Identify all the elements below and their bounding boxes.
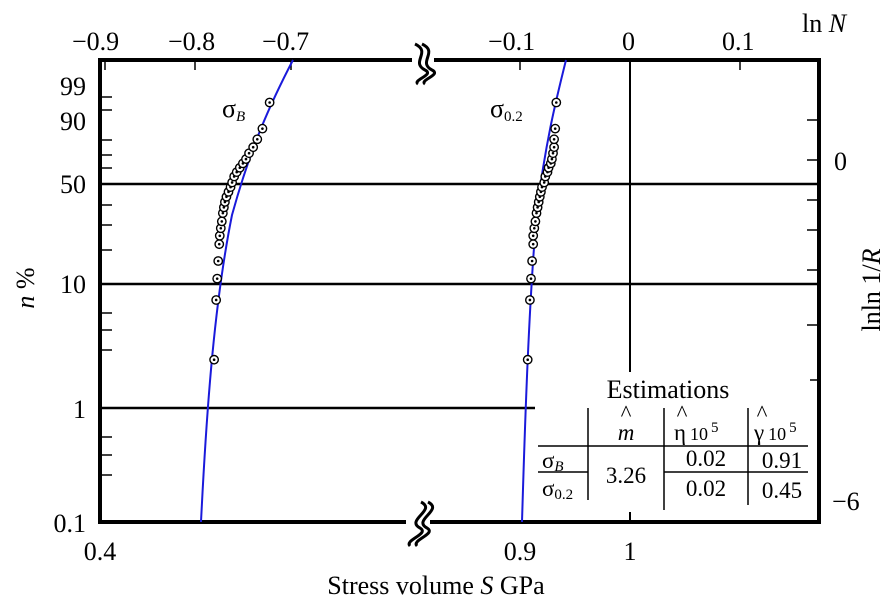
bottom-tick-label: 1 xyxy=(624,537,637,566)
data-point-center xyxy=(552,145,556,149)
x-axis-label: Stress volume S GPa xyxy=(327,571,545,600)
points-sigma-02 xyxy=(522,97,562,365)
data-point-center xyxy=(244,157,248,161)
gamma-value-02: 0.45 xyxy=(762,478,802,503)
data-point-center xyxy=(529,277,533,280)
label-sigma-b: σB xyxy=(222,94,245,125)
left-tick-label: 99 xyxy=(60,72,86,101)
data-point-center xyxy=(217,242,221,246)
data-point-center xyxy=(551,151,555,155)
left-tick-label: 1 xyxy=(73,395,86,424)
estimations-table: Estimations ^ m ^ η 10 5 ^ γ 10 5 σB σ0.2 3.… xyxy=(535,372,810,512)
data-point-center xyxy=(251,145,255,149)
left-tick-label: 10 xyxy=(60,270,86,299)
data-point-center xyxy=(214,298,218,302)
y-axis-label: n % xyxy=(11,267,40,308)
data-point-center xyxy=(530,259,534,263)
top-tick-label: −0.9 xyxy=(72,27,119,56)
header-gamma: γ 10 5 xyxy=(753,420,797,445)
header-eta: η 10 5 xyxy=(674,420,719,445)
data-point-center xyxy=(526,358,529,361)
points-sigma-b xyxy=(209,97,275,365)
data-point-center xyxy=(268,101,271,104)
top-axis-label: ln N xyxy=(802,9,848,38)
bottom-tick-label: 0.4 xyxy=(84,537,117,566)
data-point-center xyxy=(261,127,264,130)
axis-break-bottom xyxy=(406,500,435,548)
data-point-center xyxy=(550,157,554,161)
data-point-center xyxy=(221,211,225,215)
top-ticks xyxy=(104,60,741,70)
top-tick-label: 0.1 xyxy=(722,27,755,56)
data-point-center xyxy=(212,358,216,361)
data-point-center xyxy=(531,242,535,246)
left-minor-ticks xyxy=(100,96,112,476)
top-tick-label: 0 xyxy=(622,27,635,56)
plot-frame xyxy=(98,58,821,524)
row-sigma-b-label: σB xyxy=(542,448,564,475)
eta-value-02: 0.02 xyxy=(686,476,726,501)
data-point-center xyxy=(218,234,222,238)
eta-value-b: 0.02 xyxy=(686,446,726,471)
fit-curve-sigma-b xyxy=(200,59,294,523)
data-point-center xyxy=(215,277,219,280)
right-tick-label: −6 xyxy=(832,487,860,516)
data-point-center xyxy=(553,127,557,130)
data-point-center xyxy=(552,137,556,141)
left-tick-label: 90 xyxy=(60,107,86,136)
data-point-center xyxy=(247,151,251,155)
gamma-value-b: 0.91 xyxy=(762,448,802,473)
data-point-center xyxy=(534,220,537,223)
top-tick-label: −0.1 xyxy=(488,27,535,56)
data-point-center xyxy=(542,181,546,184)
data-point-center xyxy=(535,211,538,215)
header-hat-m: ^ xyxy=(621,401,632,426)
axis-break-top xyxy=(412,42,436,86)
data-point-center xyxy=(533,226,536,230)
header-hat-eta: ^ xyxy=(677,401,688,426)
data-point-center xyxy=(531,234,535,238)
top-tick-label: −0.7 xyxy=(262,27,309,56)
data-point-center xyxy=(555,101,558,104)
data-point-center xyxy=(216,259,220,263)
top-tick-label: −0.8 xyxy=(168,27,215,56)
m-value: 3.26 xyxy=(606,463,646,488)
data-point-center xyxy=(219,226,223,230)
row-sigma-02-label: σ0.2 xyxy=(542,476,573,503)
data-point-center xyxy=(230,181,234,184)
header-m: m xyxy=(618,420,635,445)
header-hat-gamma: ^ xyxy=(757,401,768,426)
bottom-tick-label: 0.9 xyxy=(504,537,537,566)
label-sigma-02: σ0.2 xyxy=(490,94,523,125)
data-point-center xyxy=(255,137,259,141)
right-tick-label: 0 xyxy=(834,147,847,176)
data-point-center xyxy=(528,298,532,302)
table-title: Estimations xyxy=(607,375,730,404)
data-point-center xyxy=(220,220,224,223)
right-axis-label: lnln 1/R xyxy=(857,248,886,331)
left-tick-label: 0.1 xyxy=(54,509,87,538)
left-tick-label: 50 xyxy=(60,170,86,199)
